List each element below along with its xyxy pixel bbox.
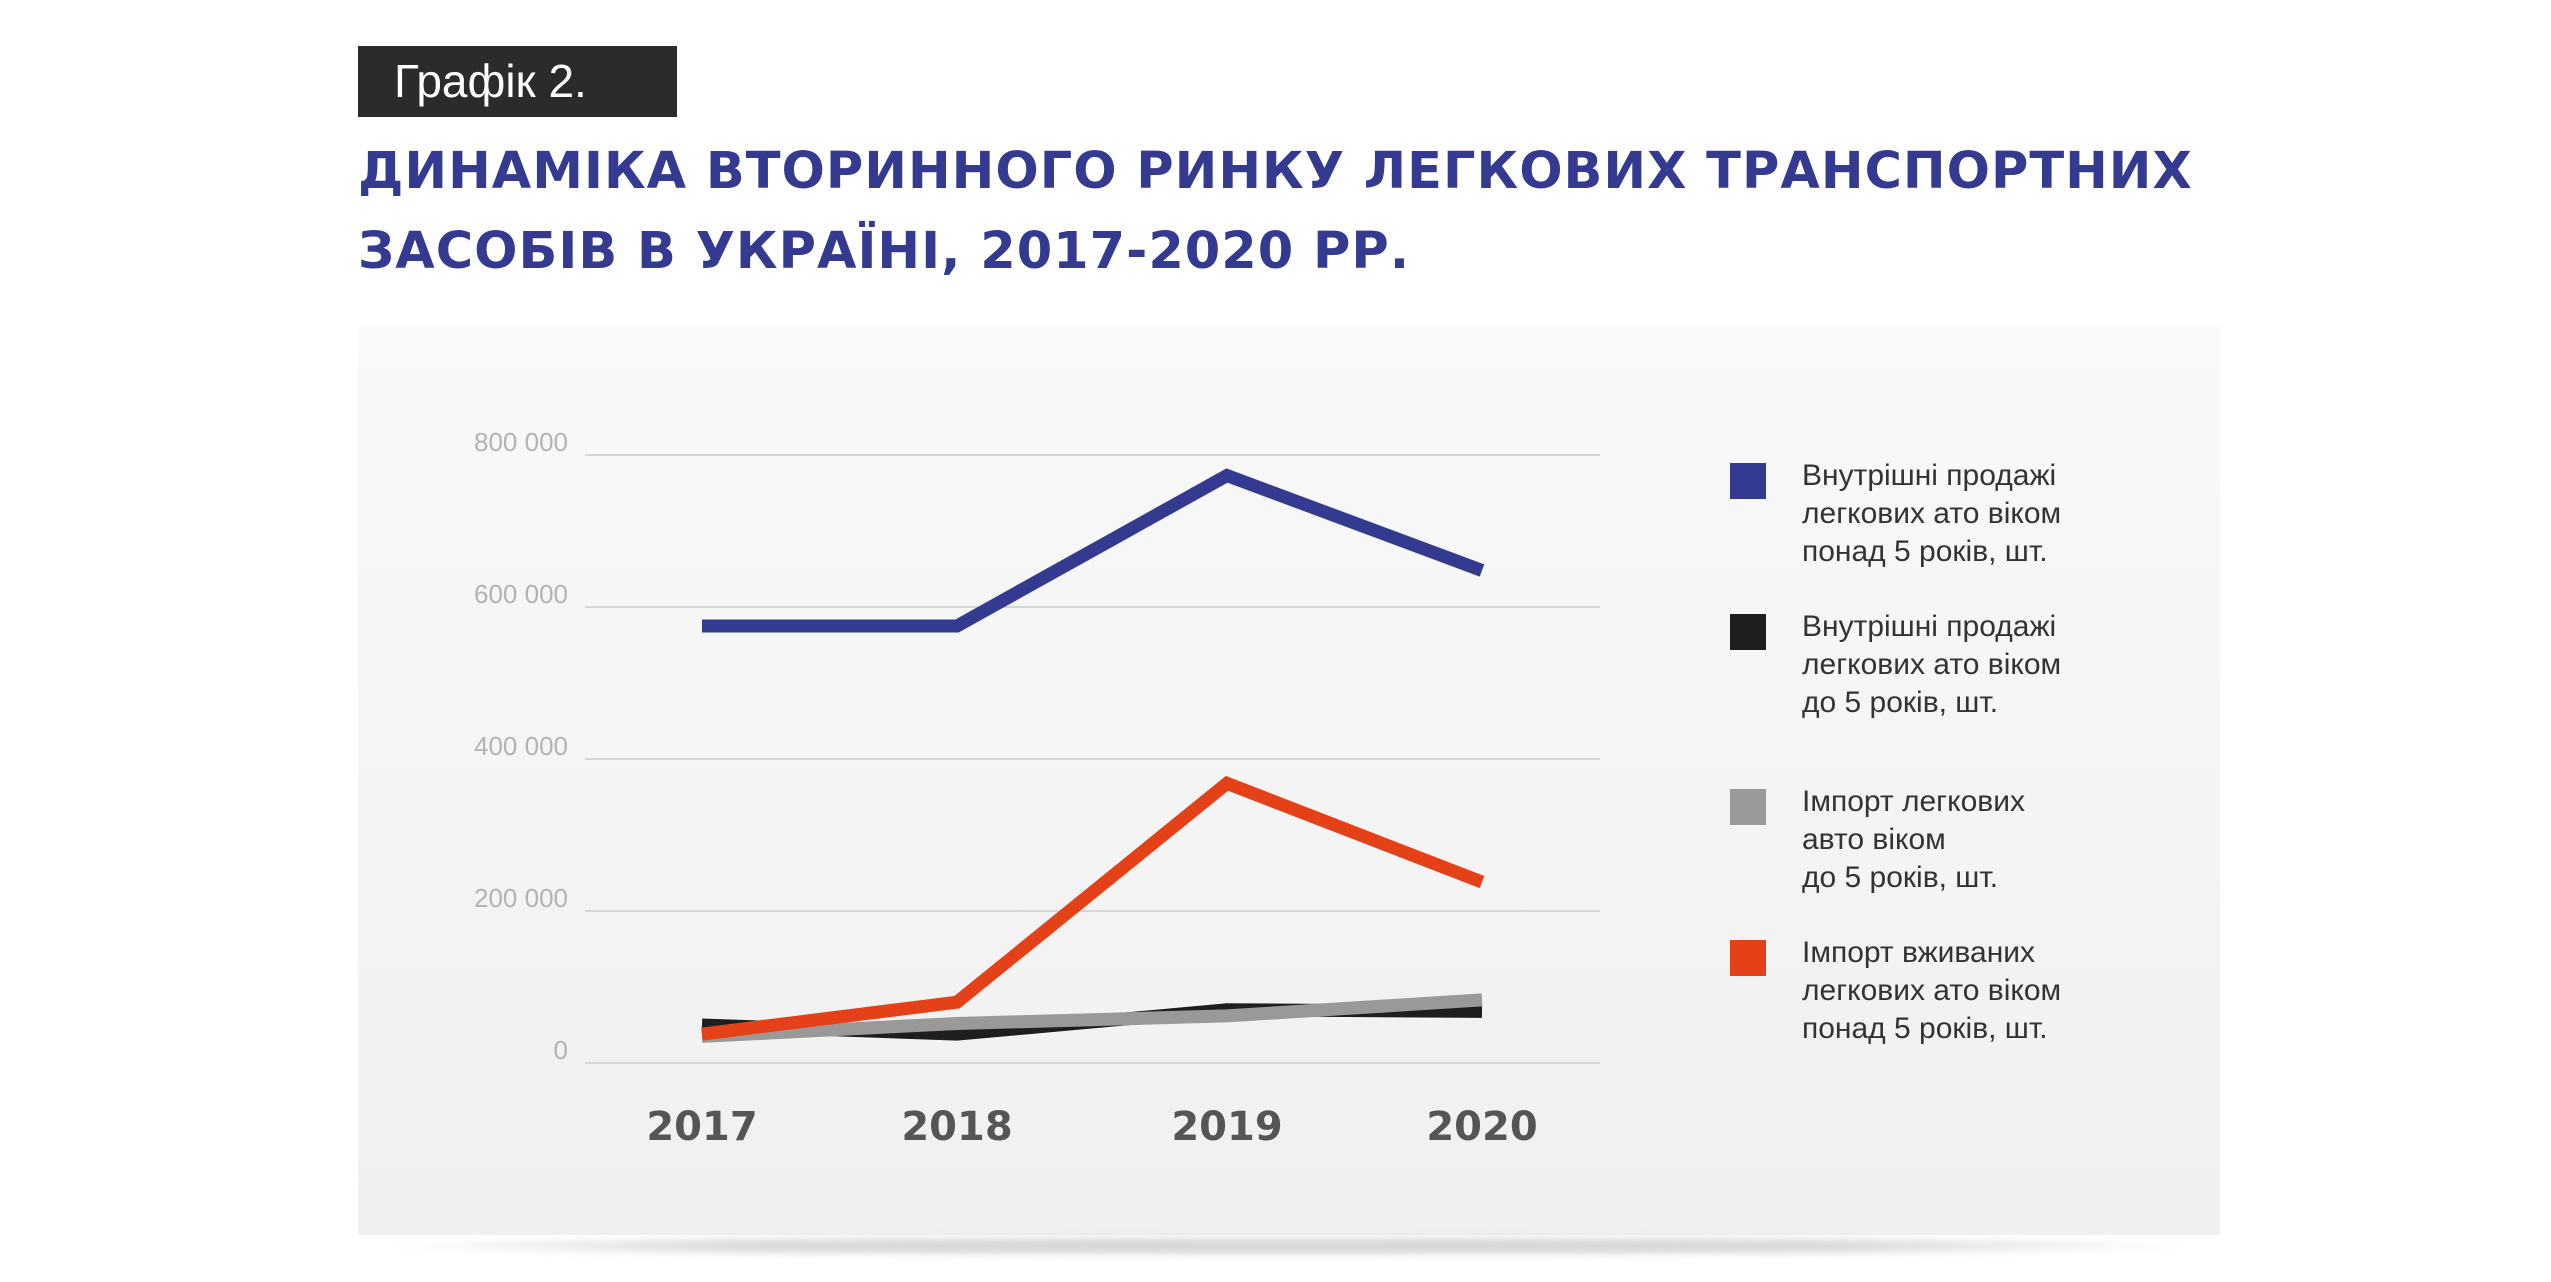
x-tick-label-2020: 2020 xyxy=(1426,1104,1537,1150)
panel-shadow xyxy=(380,1238,2200,1254)
legend-swatch-3 xyxy=(1730,789,1766,825)
y-tick-label-0: 0 xyxy=(554,1035,568,1065)
chart-title-line-2: ЗАСОБІВ В УКРАЇНІ, 2017-2020 РР. xyxy=(358,222,1411,281)
legend-swatch-4 xyxy=(1730,940,1766,976)
legend-label-1-line-3: понад 5 років, шт. xyxy=(1802,535,2048,568)
series-line-3 xyxy=(701,993,1483,1043)
y-tick-label-3: 600 000 xyxy=(474,579,568,609)
chart-panel xyxy=(358,327,2220,1235)
chart-label-text: Графік 2. xyxy=(394,55,587,107)
legend-swatch-1 xyxy=(1730,463,1766,499)
grid-lines xyxy=(585,454,1600,1064)
chart-title-line-1: ДИНАМІКА ВТОРИННОГО РИНКУ ЛЕГКОВИХ ТРАНС… xyxy=(358,142,2193,201)
legend-label-2-line-3: до 5 років, шт. xyxy=(1802,686,1999,719)
legend-label-3: Імпорт легкових авто віком до 5 років, ш… xyxy=(1802,783,2162,897)
legend-label-2-line-1: Внутрішні продажі xyxy=(1802,610,2057,643)
x-axis-ticks: 2017 2018 2019 2020 xyxy=(646,1104,1537,1150)
legend-label-2: Внутрішні продажі легкових ато віком до … xyxy=(1802,608,2162,722)
series-lines xyxy=(701,468,1485,1043)
legend-label-4: Імпорт вживаних легкових ато віком понад… xyxy=(1802,934,2162,1048)
chart-label: Графік 2. xyxy=(358,46,677,117)
x-tick-label-2018: 2018 xyxy=(901,1104,1012,1150)
legend-label-2-line-2: легкових ато віком xyxy=(1802,648,2062,681)
legend-label-4-line-2: легкових ато віком xyxy=(1802,974,2062,1007)
y-tick-label-2: 400 000 xyxy=(474,731,568,761)
legend-label-3-line-3: до 5 років, шт. xyxy=(1802,861,1999,894)
legend-label-4-line-1: Імпорт вживаних xyxy=(1802,936,2036,969)
series-line-4 xyxy=(701,775,1485,1041)
legend-label-4-line-3: понад 5 років, шт. xyxy=(1802,1012,2048,1045)
legend-label-3-line-2: авто віком xyxy=(1802,823,1946,856)
x-tick-label-2017: 2017 xyxy=(646,1104,757,1150)
legend-label-1-line-1: Внутрішні продажі xyxy=(1802,459,2057,492)
y-axis-ticks: 0 200 000 400 000 600 000 800 000 xyxy=(474,427,568,1065)
x-tick-label-2019: 2019 xyxy=(1171,1104,1282,1150)
legend-swatch-2 xyxy=(1730,614,1766,650)
legend-label-3-line-1: Імпорт легкових xyxy=(1802,785,2025,818)
series-line-1 xyxy=(702,468,1485,633)
y-tick-label-1: 200 000 xyxy=(474,883,568,913)
y-tick-label-4: 800 000 xyxy=(474,427,568,457)
chart-title: ДИНАМІКА ВТОРИННОГО РИНКУ ЛЕГКОВИХ ТРАНС… xyxy=(358,132,2258,292)
legend-label-1-line-2: легкових ато віком xyxy=(1802,497,2062,530)
legend-label-1: Внутрішні продажі легкових ато віком пон… xyxy=(1802,457,2162,571)
